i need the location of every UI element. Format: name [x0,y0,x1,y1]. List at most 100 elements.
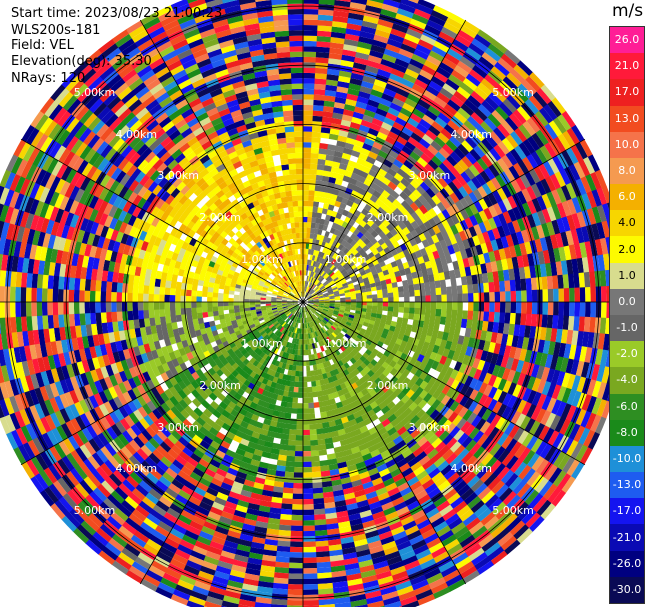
velocity-gate [302,440,311,446]
velocity-gate [472,64,489,79]
velocity-gate [333,5,351,13]
velocity-gate [305,293,310,298]
velocity-gate [342,147,353,156]
velocity-gate [309,168,318,175]
velocity-gate [372,190,382,199]
velocity-gate [530,151,544,167]
velocity-gate [387,167,398,178]
velocity-gate [303,67,316,74]
velocity-gate [404,122,417,133]
velocity-gate [468,42,486,57]
velocity-gate [502,76,519,92]
velocity-gate [408,192,419,203]
velocity-gate [449,151,462,164]
velocity-gate [407,278,414,286]
velocity-gate [303,291,306,297]
velocity-gate [397,112,411,123]
velocity-gate [447,99,462,112]
velocity-gate [477,29,495,44]
velocity-gate [484,167,496,181]
velocity-gate [406,117,420,129]
velocity-gate [363,255,371,262]
velocity-gate [368,94,382,104]
velocity-gate [459,197,470,210]
velocity-gate [430,140,443,152]
velocity-gate [403,290,410,297]
velocity-gate [446,286,452,295]
velocity-gate [474,86,489,101]
velocity-gate [480,121,494,135]
velocity-gate [312,284,317,290]
velocity-gate [445,78,461,92]
velocity-gate [336,282,342,287]
velocity-gate [365,104,378,114]
velocity-gate [302,498,314,505]
velocity-gate [475,173,487,187]
velocity-gate [278,449,288,456]
velocity-gate [422,133,435,145]
velocity-gate [315,57,330,64]
velocity-gate [334,235,341,243]
velocity-gate [437,132,450,144]
velocity-gate [355,245,363,253]
velocity-gate [352,258,360,265]
velocity-gate [392,63,408,74]
velocity-gate [417,98,432,111]
velocity-gate [333,228,340,236]
velocity-gate [337,207,345,215]
velocity-gate [345,137,357,146]
velocity-gate [329,42,345,50]
velocity-gate [481,154,494,168]
velocity-gate [428,208,438,219]
velocity-gate [327,278,334,284]
velocity-gate [329,271,335,278]
velocity-gate [398,150,410,161]
velocity-gate [477,283,484,294]
velocity-gate [307,295,312,300]
velocity-gate [308,265,311,271]
velocity-gate [349,77,363,87]
velocity-gate [303,24,319,31]
velocity-gate [389,211,399,221]
velocity-gate [302,541,316,548]
velocity-gate [473,302,479,312]
velocity-gate [377,168,388,178]
velocity-gate [540,84,557,102]
velocity-gate [395,154,407,165]
velocity-gate [539,145,553,162]
velocity-gate [579,139,593,158]
velocity-gate [373,112,386,123]
velocity-gate [544,142,558,159]
velocity-gate [348,253,355,260]
velocity-gate [417,195,428,206]
velocity-gate [306,370,311,377]
velocity-gate [303,222,308,228]
velocity-gate [407,63,423,75]
velocity-gate [288,434,297,441]
velocity-gate [373,79,388,89]
velocity-gate [329,238,335,246]
velocity-gate [331,26,348,34]
velocity-gate [327,249,333,256]
velocity-gate [414,295,421,303]
velocity-gate [348,12,365,21]
velocity-gate [302,381,308,388]
velocity-gate [553,288,559,303]
velocity-gate [354,162,365,171]
velocity-gate [370,237,378,246]
velocity-gate [297,403,303,409]
velocity-gate [400,177,411,188]
velocity-gate [338,275,345,281]
velocity-gate [312,238,317,245]
velocity-gate [404,33,421,45]
velocity-gate [303,168,311,175]
velocity-gate [382,306,389,312]
velocity-gate [499,312,506,324]
velocity-gate [456,285,463,295]
velocity-gate [330,31,347,39]
velocity-gate [363,109,377,119]
velocity-gate [402,73,418,84]
velocity-gate [424,24,442,37]
velocity-gate [409,151,421,162]
